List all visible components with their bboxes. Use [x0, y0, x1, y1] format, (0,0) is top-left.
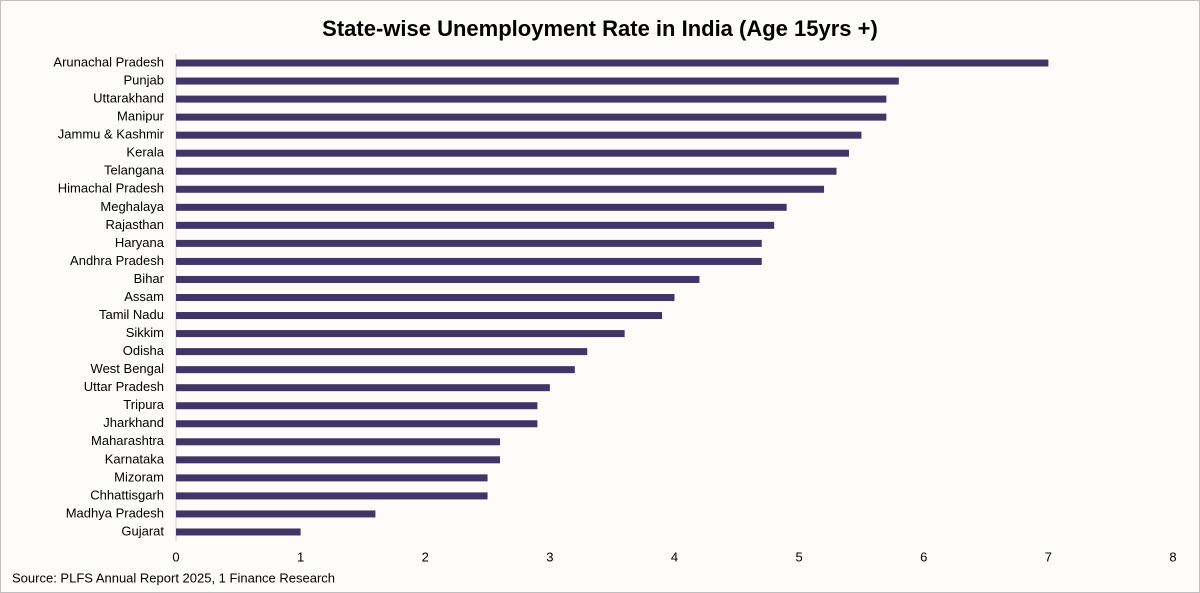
bar — [176, 528, 301, 536]
y-tick-label: Madhya Pradesh — [66, 505, 164, 520]
bar — [176, 456, 501, 464]
bar — [176, 221, 775, 229]
y-tick-label: Chhattisgarh — [90, 487, 164, 502]
bar — [176, 330, 625, 338]
x-tick-label: 7 — [1045, 549, 1052, 564]
x-tick-label: 3 — [546, 549, 553, 564]
bar — [176, 77, 899, 85]
bar — [176, 185, 825, 193]
chart-title: State-wise Unemployment Rate in India (A… — [322, 16, 878, 41]
y-tick-label: Gujarat — [121, 523, 164, 538]
bar — [176, 59, 1049, 67]
y-tick-label: Himachal Pradesh — [58, 181, 164, 196]
y-tick-label: Maharashtra — [91, 433, 165, 448]
y-tick-label: Bihar — [134, 271, 165, 286]
bar — [176, 384, 550, 392]
x-tick-label: 0 — [172, 549, 179, 564]
bar — [176, 257, 762, 265]
x-tick-label: 4 — [671, 549, 678, 564]
bar — [176, 167, 837, 175]
y-tick-label: Telangana — [104, 163, 165, 178]
y-tick-label: Punjab — [124, 72, 164, 87]
bar — [176, 420, 538, 428]
y-tick-label: Mizoram — [114, 469, 164, 484]
y-tick-label: Sikkim — [126, 325, 164, 340]
y-tick-label: Kerala — [126, 145, 164, 160]
bar — [176, 203, 787, 211]
bar — [176, 294, 675, 301]
bar — [176, 113, 887, 121]
bar — [176, 131, 862, 139]
y-tick-label: Arunachal Pradesh — [53, 54, 164, 69]
bar — [176, 510, 376, 518]
y-tick-label: Uttar Pradesh — [84, 379, 164, 394]
x-tick-label: 8 — [1169, 549, 1176, 564]
bar — [176, 438, 501, 446]
y-tick-label: Assam — [124, 289, 164, 304]
source-note: Source: PLFS Annual Report 2025, 1 Finan… — [12, 570, 335, 585]
y-tick-label: Tamil Nadu — [99, 307, 164, 322]
y-tick-label: Jammu & Kashmir — [58, 127, 165, 142]
x-tick-label: 5 — [796, 549, 803, 564]
bar — [176, 149, 849, 157]
y-tick-label: Andhra Pradesh — [70, 253, 164, 268]
y-tick-label: Odisha — [123, 343, 165, 358]
bar — [176, 275, 700, 283]
y-tick-label: Jharkhand — [103, 415, 164, 430]
bar — [176, 312, 663, 320]
y-tick-label: Meghalaya — [100, 199, 164, 214]
x-tick-label: 1 — [297, 549, 304, 564]
y-tick-label: West Bengal — [91, 361, 165, 376]
bar — [176, 402, 538, 410]
y-tick-label: Rajasthan — [105, 217, 164, 232]
y-tick-label: Uttarakhand — [93, 91, 164, 106]
y-tick-label: Tripura — [123, 397, 164, 412]
bar — [176, 492, 488, 500]
x-tick-label: 2 — [422, 549, 429, 564]
x-tick-label: 6 — [920, 549, 927, 564]
bar — [176, 366, 575, 374]
bar — [176, 348, 588, 356]
bar — [176, 474, 488, 482]
y-tick-label: Haryana — [115, 235, 165, 250]
bar — [176, 239, 762, 247]
bar — [176, 95, 887, 103]
y-tick-label: Karnataka — [105, 451, 165, 466]
y-tick-label: Manipur — [117, 109, 165, 124]
